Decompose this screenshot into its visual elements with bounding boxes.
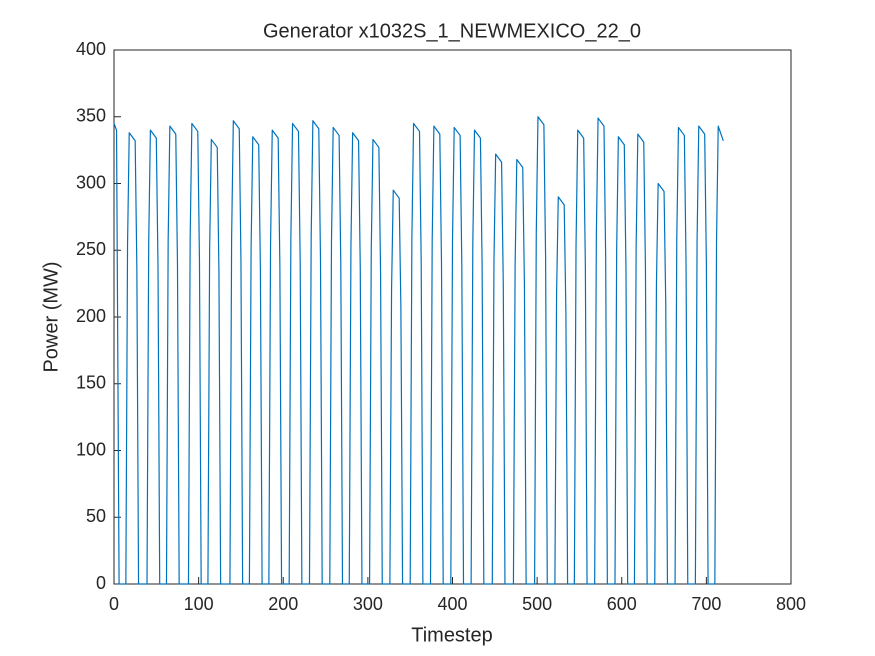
x-tick-label: 200 — [268, 594, 298, 614]
x-tick-label: 600 — [607, 594, 637, 614]
x-tick-label: 300 — [353, 594, 383, 614]
y-tick-label: 350 — [76, 106, 106, 126]
y-tick-label: 100 — [76, 439, 106, 459]
x-tick-label: 700 — [691, 594, 721, 614]
x-axis-label: Timestep — [411, 624, 493, 646]
y-tick-label: 400 — [76, 39, 106, 59]
y-tick-label: 300 — [76, 172, 106, 192]
y-tick-label: 250 — [76, 239, 106, 259]
x-tick-label: 400 — [437, 594, 467, 614]
y-tick-label: 150 — [76, 373, 106, 393]
x-tick-label: 0 — [109, 594, 119, 614]
x-tick-label: 100 — [184, 594, 214, 614]
y-tick-label: 200 — [76, 306, 106, 326]
chart-title: Generator x1032S_1_NEWMEXICO_22_0 — [263, 20, 641, 42]
x-tick-label: 800 — [776, 594, 806, 614]
y-tick-label: 0 — [96, 573, 106, 593]
y-axis-label: Power (MW) — [40, 261, 62, 372]
x-tick-label: 500 — [522, 594, 552, 614]
data-line — [113, 116, 724, 585]
y-tick-label: 50 — [86, 506, 106, 526]
